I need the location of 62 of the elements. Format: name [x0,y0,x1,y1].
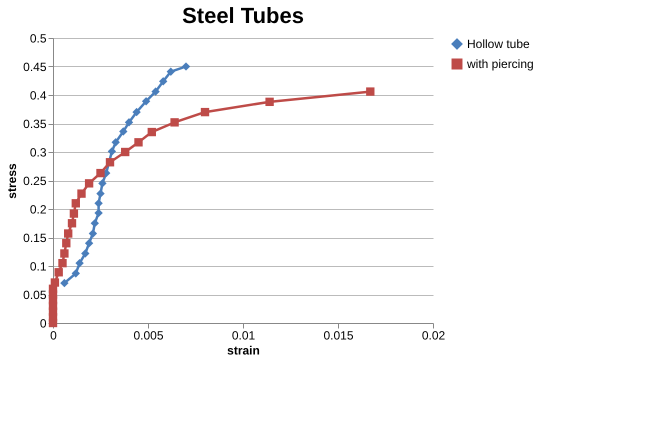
point [124,118,134,127]
point [366,87,374,96]
point [108,147,116,156]
point [50,278,60,287]
point [151,87,160,96]
point [96,189,105,198]
point [94,208,103,218]
y-tick-label: 0.5 [30,32,47,46]
point [75,258,84,268]
point [72,269,80,278]
legend-label: Hollow tube [467,37,530,51]
point [60,278,69,288]
point [77,189,86,198]
x-axis-title: strain [227,344,260,358]
x-tick-label: 0.005 [133,328,164,342]
point [159,77,168,86]
point [90,219,99,228]
x-tick-label: 0.01 [232,328,256,342]
x-tick-label: 0 [50,328,58,342]
y-tick-label: 0.15 [23,231,47,245]
y-tick-label: 0.4 [30,88,47,102]
point [64,229,72,238]
point [98,179,107,188]
point [58,258,67,268]
legend-label: with piercing [466,57,534,71]
point [134,138,143,146]
point [132,108,141,116]
y-tick-label: 0.2 [30,202,47,216]
y-tick-label: 0 [40,316,47,330]
point [265,98,274,106]
y-tick-label: 0.45 [23,60,47,74]
point [72,199,80,208]
point [182,62,190,71]
point [88,229,98,238]
x-tick-label: 0.015 [323,328,354,342]
chart-title: Steel Tubes [182,3,304,28]
point [54,268,63,276]
point [112,138,120,146]
y-tick-label: 0.3 [30,146,47,160]
point [121,148,130,156]
point [148,128,156,136]
x-tick-label: 0.02 [422,328,446,342]
point [84,179,94,188]
point [60,249,69,258]
y-tick-label: 0.25 [23,174,47,188]
y-tick-label: 0.05 [23,288,47,302]
point [70,209,78,218]
point [200,108,210,116]
point [81,249,90,258]
point [106,158,114,166]
point [84,239,94,248]
y-tick-label: 0.1 [30,260,47,274]
point [119,127,128,136]
y-tick-label: 0.35 [23,117,47,131]
y-axis-title: stress [5,163,20,199]
point [62,239,70,248]
point [166,67,175,76]
point [170,118,179,127]
point [142,97,150,106]
point [94,199,103,208]
point [96,168,105,178]
point [68,219,76,228]
